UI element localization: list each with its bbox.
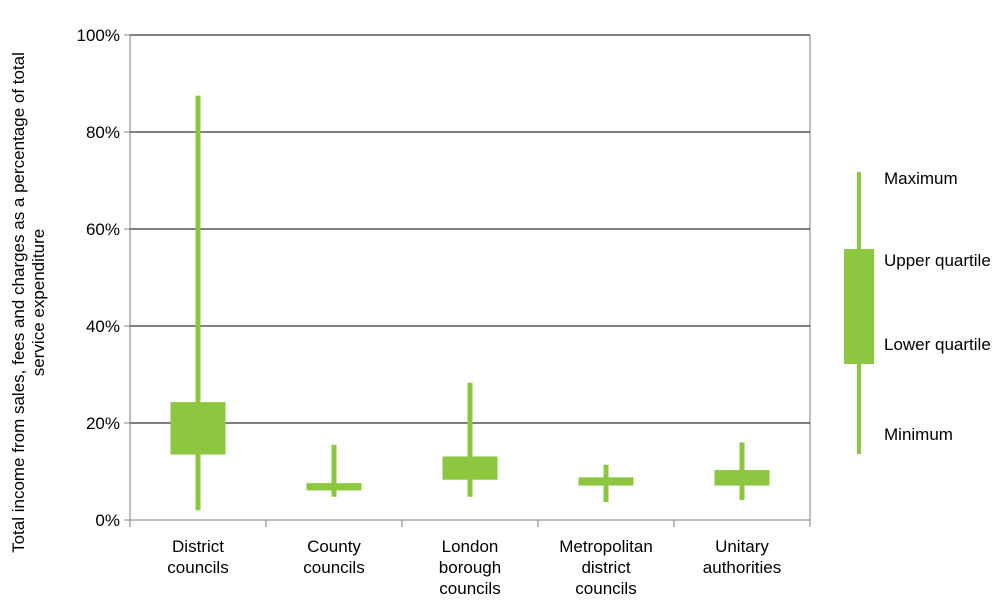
x-category-label: Metropolitan district councils [559,537,653,598]
box [578,477,634,486]
x-category-label-line: Unitary [715,537,769,556]
y-axis-title: Total income from sales, fees and charge… [9,52,48,553]
x-category-label-line: County [307,537,361,556]
y-tick-label: 20% [86,414,120,433]
y-tick-label: 100% [77,26,120,45]
x-category-label: District councils [167,537,228,577]
x-category-label-line: district [581,558,630,577]
y-tick-label: 40% [86,317,120,336]
x-category-label-line: District [172,537,224,556]
box [714,470,770,486]
x-category-label: Unitary authorities [703,537,781,577]
box [306,483,362,491]
x-category-label-line: authorities [703,558,781,577]
y-axis-label-line: Total income from sales, fees and charge… [9,52,28,553]
y-tick-label: 60% [86,220,120,239]
y-tick-label: 0% [95,511,120,530]
x-category-label-line: Metropolitan [559,537,653,556]
x-category-label: County councils [303,537,364,577]
legend-label-upper-quartile: Upper quartile [884,251,991,270]
box [442,456,498,480]
legend: Maximum Upper quartile Lower quartile Minim… [844,169,991,454]
box [170,402,226,455]
x-category-label-line: councils [303,558,364,577]
legend-box [844,249,874,364]
y-tick-label: 80% [86,123,120,142]
axes: 0%20%40%60%80%100%District councilsCounty… [77,26,811,598]
x-category-label-line: borough [439,558,501,577]
x-category-label: London borough councils [439,537,501,598]
x-category-label-line: councils [575,579,636,598]
x-category-label-line: councils [439,579,500,598]
x-category-label-line: London [442,537,499,556]
x-category-label-line: councils [167,558,228,577]
legend-label-minimum: Minimum [884,425,953,444]
y-axis-label: Total income from sales, fees and charge… [9,52,48,553]
legend-label-lower-quartile: Lower quartile [884,335,991,354]
plot-area [170,95,770,511]
legend-label-maximum: Maximum [884,169,958,188]
y-axis-label-line: service expenditure [29,229,48,376]
